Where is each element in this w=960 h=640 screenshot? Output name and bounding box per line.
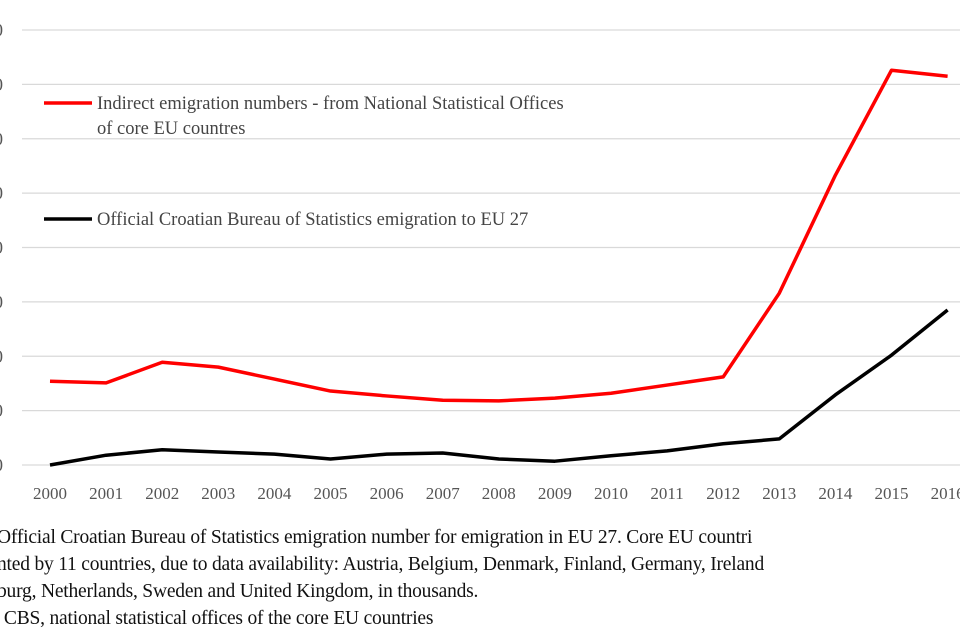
caption-line-1: Official Croatian Bureau of Statistics e… [0,527,753,548]
y-tick-label: 10 [0,401,3,421]
x-tick-label: 2014 [818,484,853,503]
y-tick-label: 50 [0,183,3,203]
x-tick-label: 2002 [145,484,179,503]
x-tick-label: 2016 [931,484,960,503]
y-tick-label: 20 [0,346,3,366]
x-tick-label: 2001 [89,484,123,503]
legend-label: Official Croatian Bureau of Statistics e… [97,210,528,230]
y-tick-label: 60 [0,129,3,149]
caption-line-2: nted by 11 countries, due to data availa… [0,554,765,575]
x-tick-label: 2010 [594,484,628,503]
legend-label: Indirect emigration numbers - from Natio… [97,94,564,114]
x-tick-label: 2012 [706,484,740,503]
x-tick-label: 2008 [482,484,516,503]
caption-line-4: : CBS, national statistical offices of t… [0,608,434,629]
x-tick-label: 2015 [875,484,909,503]
x-tick-label: 2000 [33,484,67,503]
x-tick-label: 2006 [370,484,404,503]
x-tick-label: 2013 [762,484,796,503]
x-tick-label: 2005 [314,484,348,503]
legend-label: of core EU countres [97,119,245,139]
x-tick-label: 2009 [538,484,572,503]
y-tick-label: 40 [0,238,3,258]
series-line-2 [49,308,949,467]
y-tick-label: 30 [0,292,3,312]
y-tick-label: 80 [0,20,3,40]
y-tick-label: 70 [0,74,3,94]
x-tick-label: 2007 [426,484,461,503]
y-tick-label: 0 [0,455,3,475]
caption-line-3: burg, Netherlands, Sweden and United Kin… [0,581,479,602]
x-tick-label: 2003 [201,484,235,503]
x-tick-label: 2004 [257,484,292,503]
x-tick-label: 2011 [650,484,683,503]
line-chart: 0 10 20 30 40 50 60 70 80 2000 2001 2002 2003 2004 20… [0,20,960,503]
